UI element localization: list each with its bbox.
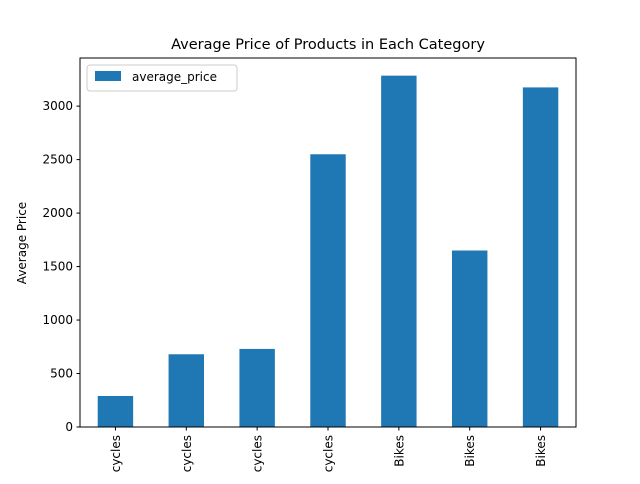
- bar: [97, 395, 134, 427]
- x-tick-label: cycles: [109, 435, 123, 472]
- y-tick-label: 1500: [42, 260, 73, 274]
- x-tick-label: Bikes: [392, 435, 406, 467]
- legend-label: average_price: [132, 70, 217, 84]
- legend-box: [86, 64, 238, 92]
- x-tick-label: Bikes: [463, 435, 477, 467]
- x-tick-label: Bikes: [534, 435, 548, 467]
- y-tick-label: 1000: [42, 313, 73, 327]
- bar: [310, 154, 346, 427]
- bar: [522, 87, 559, 427]
- bar: [381, 75, 417, 428]
- x-tick-label: cycles: [322, 435, 336, 472]
- plot-frame: [79, 57, 577, 428]
- y-axis-ticks: 0 500 1000 1500 2000 2500 3000: [42, 99, 80, 434]
- legend-swatch: [95, 71, 121, 81]
- bar: [239, 348, 275, 427]
- y-tick-label: 2000: [42, 206, 73, 220]
- legend: average_price: [86, 64, 238, 92]
- y-tick-label: 3000: [42, 99, 73, 113]
- x-tick-label: cycles: [180, 435, 194, 472]
- bar: [168, 354, 204, 427]
- x-tick-label: cycles: [251, 435, 265, 472]
- bar: [452, 250, 488, 427]
- y-tick-label: 2500: [42, 153, 73, 167]
- bars-group: [97, 75, 559, 428]
- y-tick-label: 500: [50, 367, 73, 381]
- y-tick-label: 0: [65, 420, 73, 434]
- chart-title: Average Price of Products in Each Catego…: [171, 37, 485, 53]
- x-axis-ticks: cycles cycles cycles cycles Bikes Bikes Bikes: [109, 427, 548, 472]
- y-axis-label: Average Price: [15, 202, 29, 284]
